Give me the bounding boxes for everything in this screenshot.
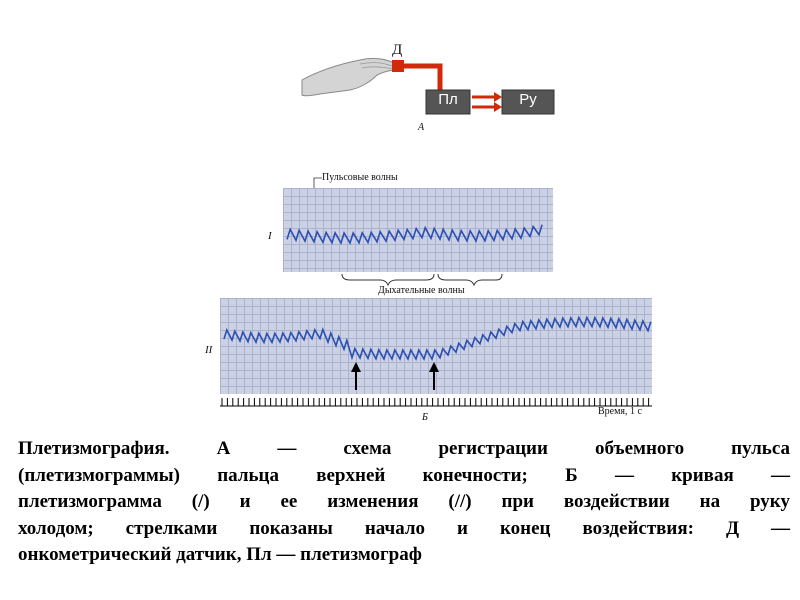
- plethysmograph-box: [425, 89, 471, 115]
- time-axis-label: Время, 1 с: [598, 406, 642, 417]
- sensor-wire: [404, 63, 443, 90]
- trace-ii-line: [223, 315, 652, 362]
- recorder-box: [501, 89, 555, 115]
- arrow-up-icon: [429, 362, 439, 390]
- trace-i-label: I: [268, 230, 272, 242]
- panel-a-label: A: [418, 122, 425, 133]
- caption-line: (плетизмограммы) пальца верхней конечнос…: [18, 464, 790, 486]
- caption-line: холодом; стрелками показаны начало и кон…: [18, 517, 790, 539]
- arrow-up-icon: [351, 362, 361, 390]
- trace-ii-grid: [220, 298, 652, 394]
- panel-b-label: Б: [422, 412, 428, 423]
- pulse-waves-label: Пульсовые волны: [322, 172, 398, 183]
- double-arrow: [472, 92, 502, 112]
- hand-icon: [301, 57, 397, 97]
- trace-i-line: [286, 224, 543, 245]
- diagram-a: [301, 57, 555, 115]
- sensor-label: Д: [392, 42, 403, 58]
- time-axis: [220, 398, 652, 407]
- respiratory-waves-label: Дыхательные волны: [378, 285, 465, 296]
- respiratory-brace: [341, 273, 503, 287]
- sensor-icon: [392, 60, 404, 72]
- caption-line: плетизмограмма (/) и ее изменения (//) п…: [18, 491, 790, 512]
- time-axis-ticks: [221, 398, 650, 406]
- figure-caption: Плетизмография. А — схема регистрации об…: [18, 436, 790, 569]
- caption-line: онкометрический датчик, Пл — плетизмогра…: [18, 544, 422, 565]
- caption-line: Плетизмография. А — схема регистрации об…: [18, 438, 790, 459]
- trace-ii: [223, 315, 652, 390]
- ru-label: Ру: [519, 91, 537, 108]
- trace-ii-label: II: [205, 344, 213, 356]
- pl-label: Пл: [438, 91, 458, 108]
- trace-i: [286, 224, 543, 245]
